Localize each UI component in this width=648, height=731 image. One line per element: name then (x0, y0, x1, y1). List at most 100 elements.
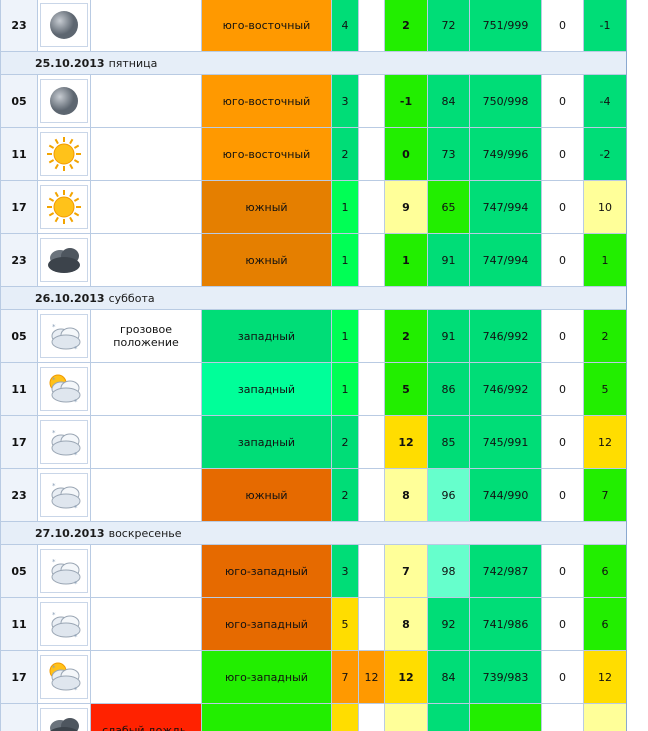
wind-direction-cell: юго-восточный (201, 127, 332, 181)
wind-direction-cell: западный (201, 362, 332, 416)
hour-value: 17 (11, 200, 27, 214)
humidity-cell: 96 (427, 468, 470, 522)
humidity-cell: 65 (427, 180, 470, 234)
pressure-value: 742/987 (482, 564, 529, 578)
temperature-value: 9 (402, 200, 410, 214)
wind-speed-value: 4 (341, 18, 349, 32)
wind-speed-cell: 2 (331, 468, 359, 522)
precipitation-value: 0 (559, 488, 566, 502)
humidity-value: 91 (441, 329, 456, 343)
cloudy-snow-icon: * * (40, 314, 88, 358)
hour-cell: 05 (0, 74, 38, 128)
wind-speed-cell: 7 (331, 650, 359, 704)
feels-like-cell: 7 (583, 468, 627, 522)
pressure-cell: 746/992 (469, 362, 542, 416)
svg-text:*: * (74, 580, 78, 588)
hour-value: 23 (11, 488, 27, 502)
precipitation-cell: 0 (541, 74, 584, 128)
weather-icon-cell: * * (37, 362, 91, 416)
weekday-label: воскресенье (108, 526, 182, 540)
temperature-value: 8 (402, 488, 410, 502)
forecast-row: 05 юго-восточный 3 -1 84 750/998 0 -4 (0, 74, 627, 128)
weather-icon-cell: * * (37, 597, 91, 651)
feels-like-value: -4 (599, 94, 611, 108)
temperature-cell (384, 703, 428, 731)
wind-speed-cell: 1 (331, 309, 359, 363)
hour-value: 23 (11, 253, 27, 267)
pressure-value: 749/996 (482, 147, 529, 161)
hour-cell (0, 703, 38, 731)
humidity-cell: 91 (427, 233, 470, 287)
wind-gust-cell (358, 127, 385, 181)
date-header: 25.10.2013 пятница (0, 51, 627, 75)
feels-like-cell (583, 703, 627, 731)
wind-direction-cell (201, 703, 332, 731)
humidity-value: 73 (441, 147, 456, 161)
pressure-value: 741/986 (482, 617, 529, 631)
wind-speed-cell: 1 (331, 180, 359, 234)
date-header-row: 25.10.2013 пятница (0, 51, 627, 75)
wind-speed-value: 7 (341, 670, 349, 684)
forecast-row: 23 юго-восточный 4 2 72 751/999 0 -1 (0, 0, 627, 52)
hour-value: 05 (11, 94, 27, 108)
wind-direction-cell: юго-восточный (201, 74, 332, 128)
temperature-cell: 12 (384, 650, 428, 704)
dark-clouds-icon (40, 708, 88, 731)
precipitation-value: 0 (559, 382, 566, 396)
wind-gust-cell (358, 180, 385, 234)
wind-gust-cell (358, 468, 385, 522)
feels-like-value: 12 (598, 670, 612, 684)
feels-like-cell: 12 (583, 415, 627, 469)
temperature-cell: 1 (384, 233, 428, 287)
forecast-row: слабый дождь, (0, 703, 627, 731)
humidity-cell: 84 (427, 650, 470, 704)
forecast-row: 05 * * грозовое положение западный 1 2 91 746/… (0, 309, 627, 363)
precipitation-cell: 0 (541, 544, 584, 598)
feels-like-cell: 10 (583, 180, 627, 234)
humidity-cell: 73 (427, 127, 470, 181)
precipitation-cell: 0 (541, 415, 584, 469)
wind-speed-cell: 2 (331, 415, 359, 469)
feels-like-cell: -4 (583, 74, 627, 128)
forecast-row: 11 * * юго-западный 5 8 92 741/986 0 6 (0, 597, 627, 651)
pressure-cell: 751/999 (469, 0, 542, 52)
phenomenon-cell (90, 544, 202, 598)
pressure-cell: 750/998 (469, 74, 542, 128)
hour-cell: 11 (0, 362, 38, 416)
forecast-row: 11 юго-восточный 2 0 73 749/996 0 -2 (0, 127, 627, 181)
date-header-row: 27.10.2013 воскресенье (0, 521, 627, 545)
wind-speed-value: 3 (341, 564, 349, 578)
hour-value: 05 (11, 564, 27, 578)
humidity-value: 65 (441, 200, 456, 214)
temperature-cell: 8 (384, 597, 428, 651)
wind-speed-cell (331, 703, 359, 731)
phenomenon-cell (90, 0, 202, 52)
forecast-row: 17 * * западный 2 12 85 745/991 0 12 (0, 415, 627, 469)
temperature-cell: -1 (384, 74, 428, 128)
pressure-cell: 749/996 (469, 127, 542, 181)
temperature-cell: 7 (384, 544, 428, 598)
feels-like-value: 7 (601, 488, 609, 502)
precipitation-value: 0 (559, 564, 566, 578)
pressure-cell: 745/991 (469, 415, 542, 469)
temperature-value: 5 (402, 382, 410, 396)
feels-like-cell: 6 (583, 544, 627, 598)
wind-speed-cell: 4 (331, 0, 359, 52)
feels-like-value: -1 (599, 18, 611, 32)
humidity-cell: 85 (427, 415, 470, 469)
date-header-row: 26.10.2013 суббота (0, 286, 627, 310)
feels-like-value: 1 (601, 253, 609, 267)
phenomenon-cell (90, 362, 202, 416)
forecast-row: 23 * * южный 2 8 96 744/990 0 7 (0, 468, 627, 522)
phenomenon-cell (90, 597, 202, 651)
dark-clouds-icon (40, 238, 88, 282)
temperature-cell: 2 (384, 309, 428, 363)
wind-direction-value: юго-западный (225, 564, 308, 578)
wind-speed-value: 2 (341, 488, 349, 502)
svg-text:*: * (74, 451, 78, 459)
date-label: 27.10.2013 (35, 526, 105, 540)
temperature-cell: 8 (384, 468, 428, 522)
hour-cell: 23 (0, 468, 38, 522)
temperature-value: 1 (402, 253, 410, 267)
